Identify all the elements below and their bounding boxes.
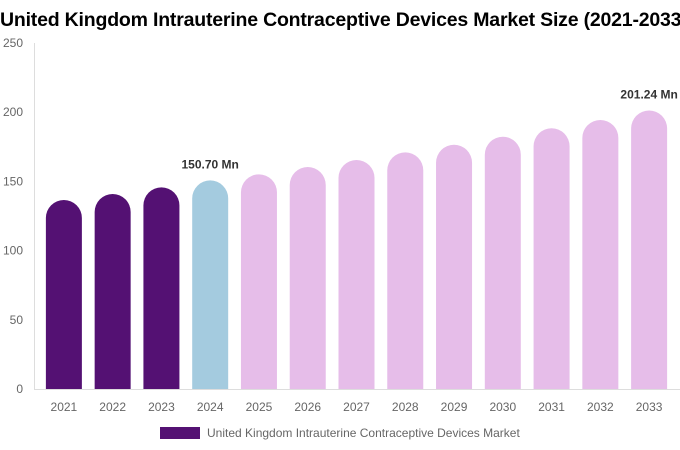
y-tick-label: 250 (3, 36, 23, 50)
y-tick-label: 50 (10, 313, 24, 327)
x-tick-label: 2025 (246, 400, 273, 414)
x-tick-label: 2032 (587, 400, 614, 414)
data-label-2024: 150.70 Mn (182, 157, 239, 171)
bar-2031 (533, 128, 570, 389)
legend-swatch (160, 427, 200, 439)
bar-2032 (582, 119, 619, 390)
bar-2023 (143, 187, 180, 389)
bar-2033 (631, 110, 668, 389)
bar-2028 (387, 152, 424, 389)
x-tick-label: 2028 (392, 400, 419, 414)
x-tick-label: 2030 (489, 400, 516, 414)
bar-2021 (45, 199, 82, 389)
bar-2029 (436, 144, 473, 389)
y-tick-label: 150 (3, 174, 23, 188)
bar-2027 (338, 159, 375, 389)
x-tick-label: 2023 (148, 400, 175, 414)
x-tick-label: 2029 (441, 400, 468, 414)
x-tick-label: 2033 (636, 400, 663, 414)
legend-label: United Kingdom Intrauterine Contraceptiv… (207, 426, 520, 440)
x-tick-label: 2022 (99, 400, 126, 414)
chart-title: United Kingdom Intrauterine Contraceptiv… (0, 9, 680, 31)
x-tick-label: 2021 (51, 400, 78, 414)
x-tick-label: 2027 (343, 400, 370, 414)
bar-2024 (192, 180, 229, 389)
bar-2026 (289, 167, 326, 389)
x-tick-label: 2024 (197, 400, 224, 414)
data-label-2033: 201.24 Mn (620, 87, 677, 101)
bar-2022 (94, 194, 131, 389)
legend: United Kingdom Intrauterine Contraceptiv… (160, 426, 520, 440)
bar-2025 (240, 174, 277, 389)
y-tick-label: 200 (3, 105, 23, 119)
y-tick-label: 0 (16, 382, 23, 396)
bar-2030 (484, 136, 521, 389)
x-tick-label: 2026 (294, 400, 321, 414)
y-tick-label: 100 (3, 244, 23, 258)
x-tick-label: 2031 (538, 400, 565, 414)
